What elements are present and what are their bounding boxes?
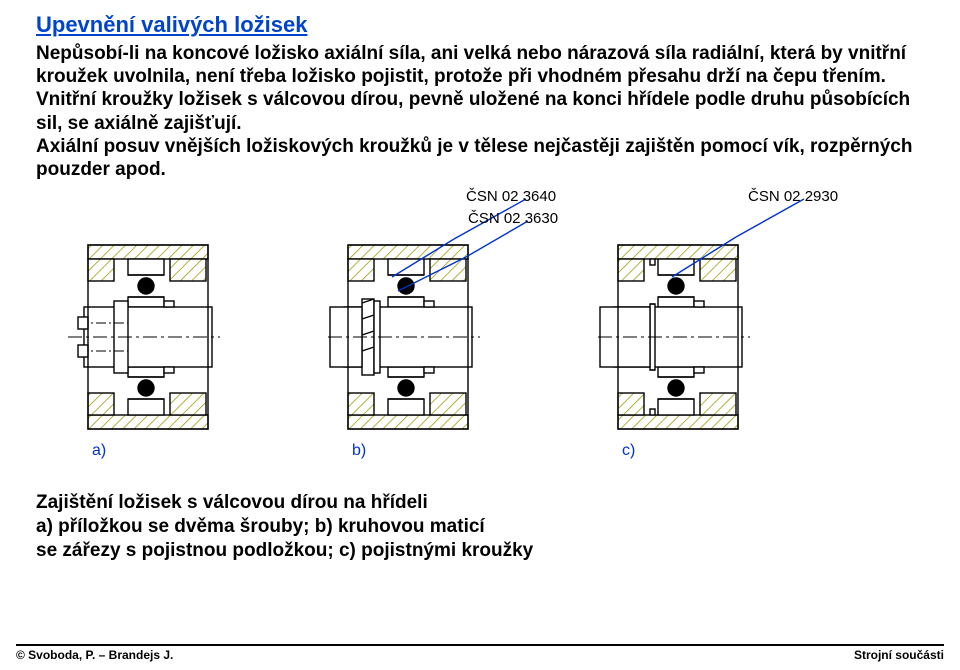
paragraph-1: Nepůsobí-li na koncové ložisko axiální s… xyxy=(36,43,906,87)
caption-line-1: Zajištění ložisek s válcovou dírou na hř… xyxy=(36,491,924,515)
caption-block: Zajištění ložisek s válcovou dírou na hř… xyxy=(36,491,924,562)
page: Upevnění valivých ložisek Nepůsobí-li na… xyxy=(0,0,960,670)
footer-rule xyxy=(16,644,944,646)
svg-text:ČSN 02 2930: ČSN 02 2930 xyxy=(748,188,838,205)
paragraph-2: Vnitřní kroužky ložisek s válcovou dírou… xyxy=(36,89,910,133)
svg-text:ČSN 02 3640: ČSN 02 3640 xyxy=(466,188,556,205)
body-text: Nepůsobí-li na koncové ložisko axiální s… xyxy=(36,42,924,181)
bearing-svg: a) b) c) ČSN 02 3640 ČSN 02 3630 ČSN 02 2930 xyxy=(36,187,896,467)
caption-line-3: se zářezy s pojistnou podložkou; c) poji… xyxy=(36,539,924,563)
svg-text:ČSN 02 3630: ČSN 02 3630 xyxy=(468,210,558,227)
footer-right: Strojní součásti xyxy=(854,648,944,662)
bearing-figure: a) b) c) ČSN 02 3640 ČSN 02 3630 ČSN 02 2930 xyxy=(36,187,896,467)
footer-left: © Svoboda, P. – Brandejs J. xyxy=(16,648,173,662)
svg-text:c): c) xyxy=(622,442,635,459)
svg-text:a): a) xyxy=(92,442,106,459)
footer: © Svoboda, P. – Brandejs J. Strojní souč… xyxy=(0,644,960,662)
caption-line-2: a) příložkou se dvěma šrouby; b) kruhovo… xyxy=(36,515,924,539)
page-title: Upevnění valivých ložisek xyxy=(36,12,924,38)
svg-text:b): b) xyxy=(352,442,366,459)
paragraph-3: Axiální posuv vnějších ložiskových krouž… xyxy=(36,136,912,180)
